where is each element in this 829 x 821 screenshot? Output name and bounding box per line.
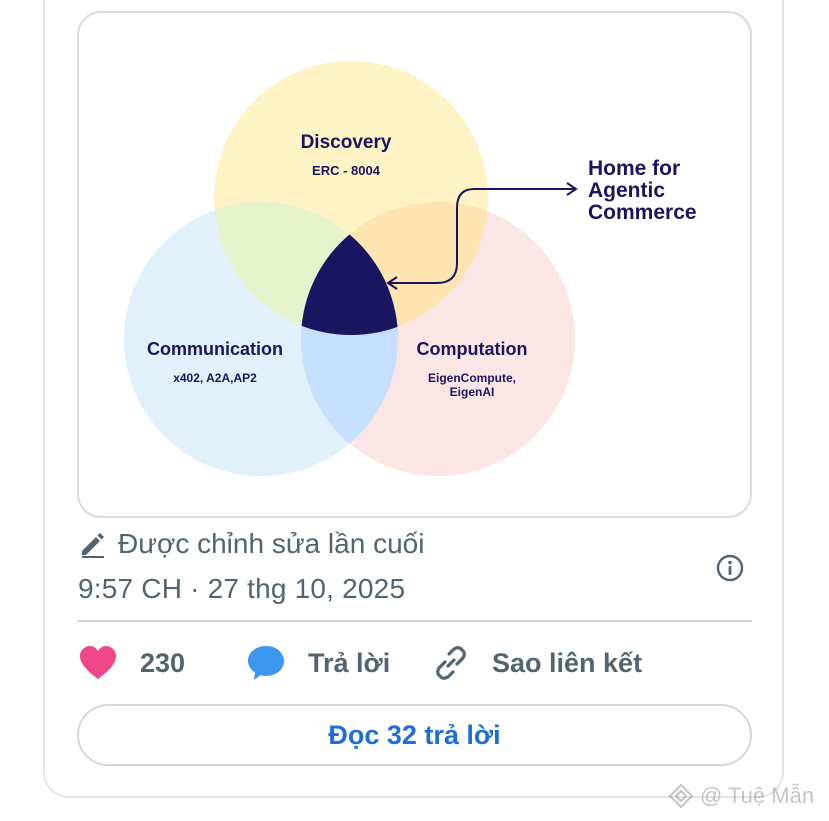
tweet-image[interactable]: Discovery ERC - 8004 Communication x402,… (77, 11, 752, 518)
link-icon (436, 646, 466, 680)
reply-bubble-icon (248, 646, 284, 680)
pencil-icon (82, 533, 104, 558)
arrowhead-left-icon (386, 276, 398, 290)
discovery-computation-overlap (301, 202, 488, 335)
callout-line-3: Commerce (588, 201, 697, 224)
divider (78, 620, 752, 622)
venn-diagram: Discovery ERC - 8004 Communication x402,… (124, 61, 697, 476)
callout-arrow (389, 188, 575, 284)
tweet-card (43, 0, 784, 798)
read-replies-button[interactable]: Đọc 32 trả lời (77, 704, 752, 766)
watermark-text: @ Tuệ Mẫn (700, 783, 815, 808)
heart-icon (80, 646, 116, 679)
discovery-title: Discovery (301, 132, 392, 153)
edited-label: Được chỉnh sửa lần cuối (118, 528, 425, 559)
tweet-timestamp[interactable]: 9:57 CH · 27 thg 10, 2025 (78, 573, 406, 604)
communication-title: Communication (147, 339, 283, 359)
discovery-communication-overlap (214, 202, 398, 335)
communication-subtitle: x402, A2A,AP2 (173, 371, 257, 385)
like-button[interactable]: 230 (78, 645, 246, 681)
computation-subtitle-2: EigenAI (450, 385, 495, 399)
diamond-logo-icon (668, 783, 694, 809)
info-icon[interactable] (715, 553, 745, 583)
center-overlap (301, 202, 398, 335)
callout-line-2: Agentic (588, 179, 665, 202)
discovery-subtitle: ERC - 8004 (312, 163, 381, 178)
arrowhead-right-icon (566, 182, 578, 196)
edited-indicator[interactable]: Được chỉnh sửa lần cuối (78, 526, 424, 562)
like-count: 230 (140, 647, 186, 678)
copy-link-label: Sao liên kết (492, 647, 643, 678)
computation-title: Computation (417, 339, 528, 359)
reply-button[interactable]: Trả lời (246, 644, 432, 682)
callout-line-1: Home for (588, 157, 680, 180)
reply-label: Trả lời (308, 647, 391, 678)
copy-link-button[interactable]: Sao liên kết (432, 644, 642, 682)
computation-subtitle-1: EigenCompute, (428, 371, 516, 385)
watermark: @ Tuệ Mẫn (668, 782, 814, 810)
action-bar: 230 Trả lời Sao liên kết (78, 640, 642, 686)
